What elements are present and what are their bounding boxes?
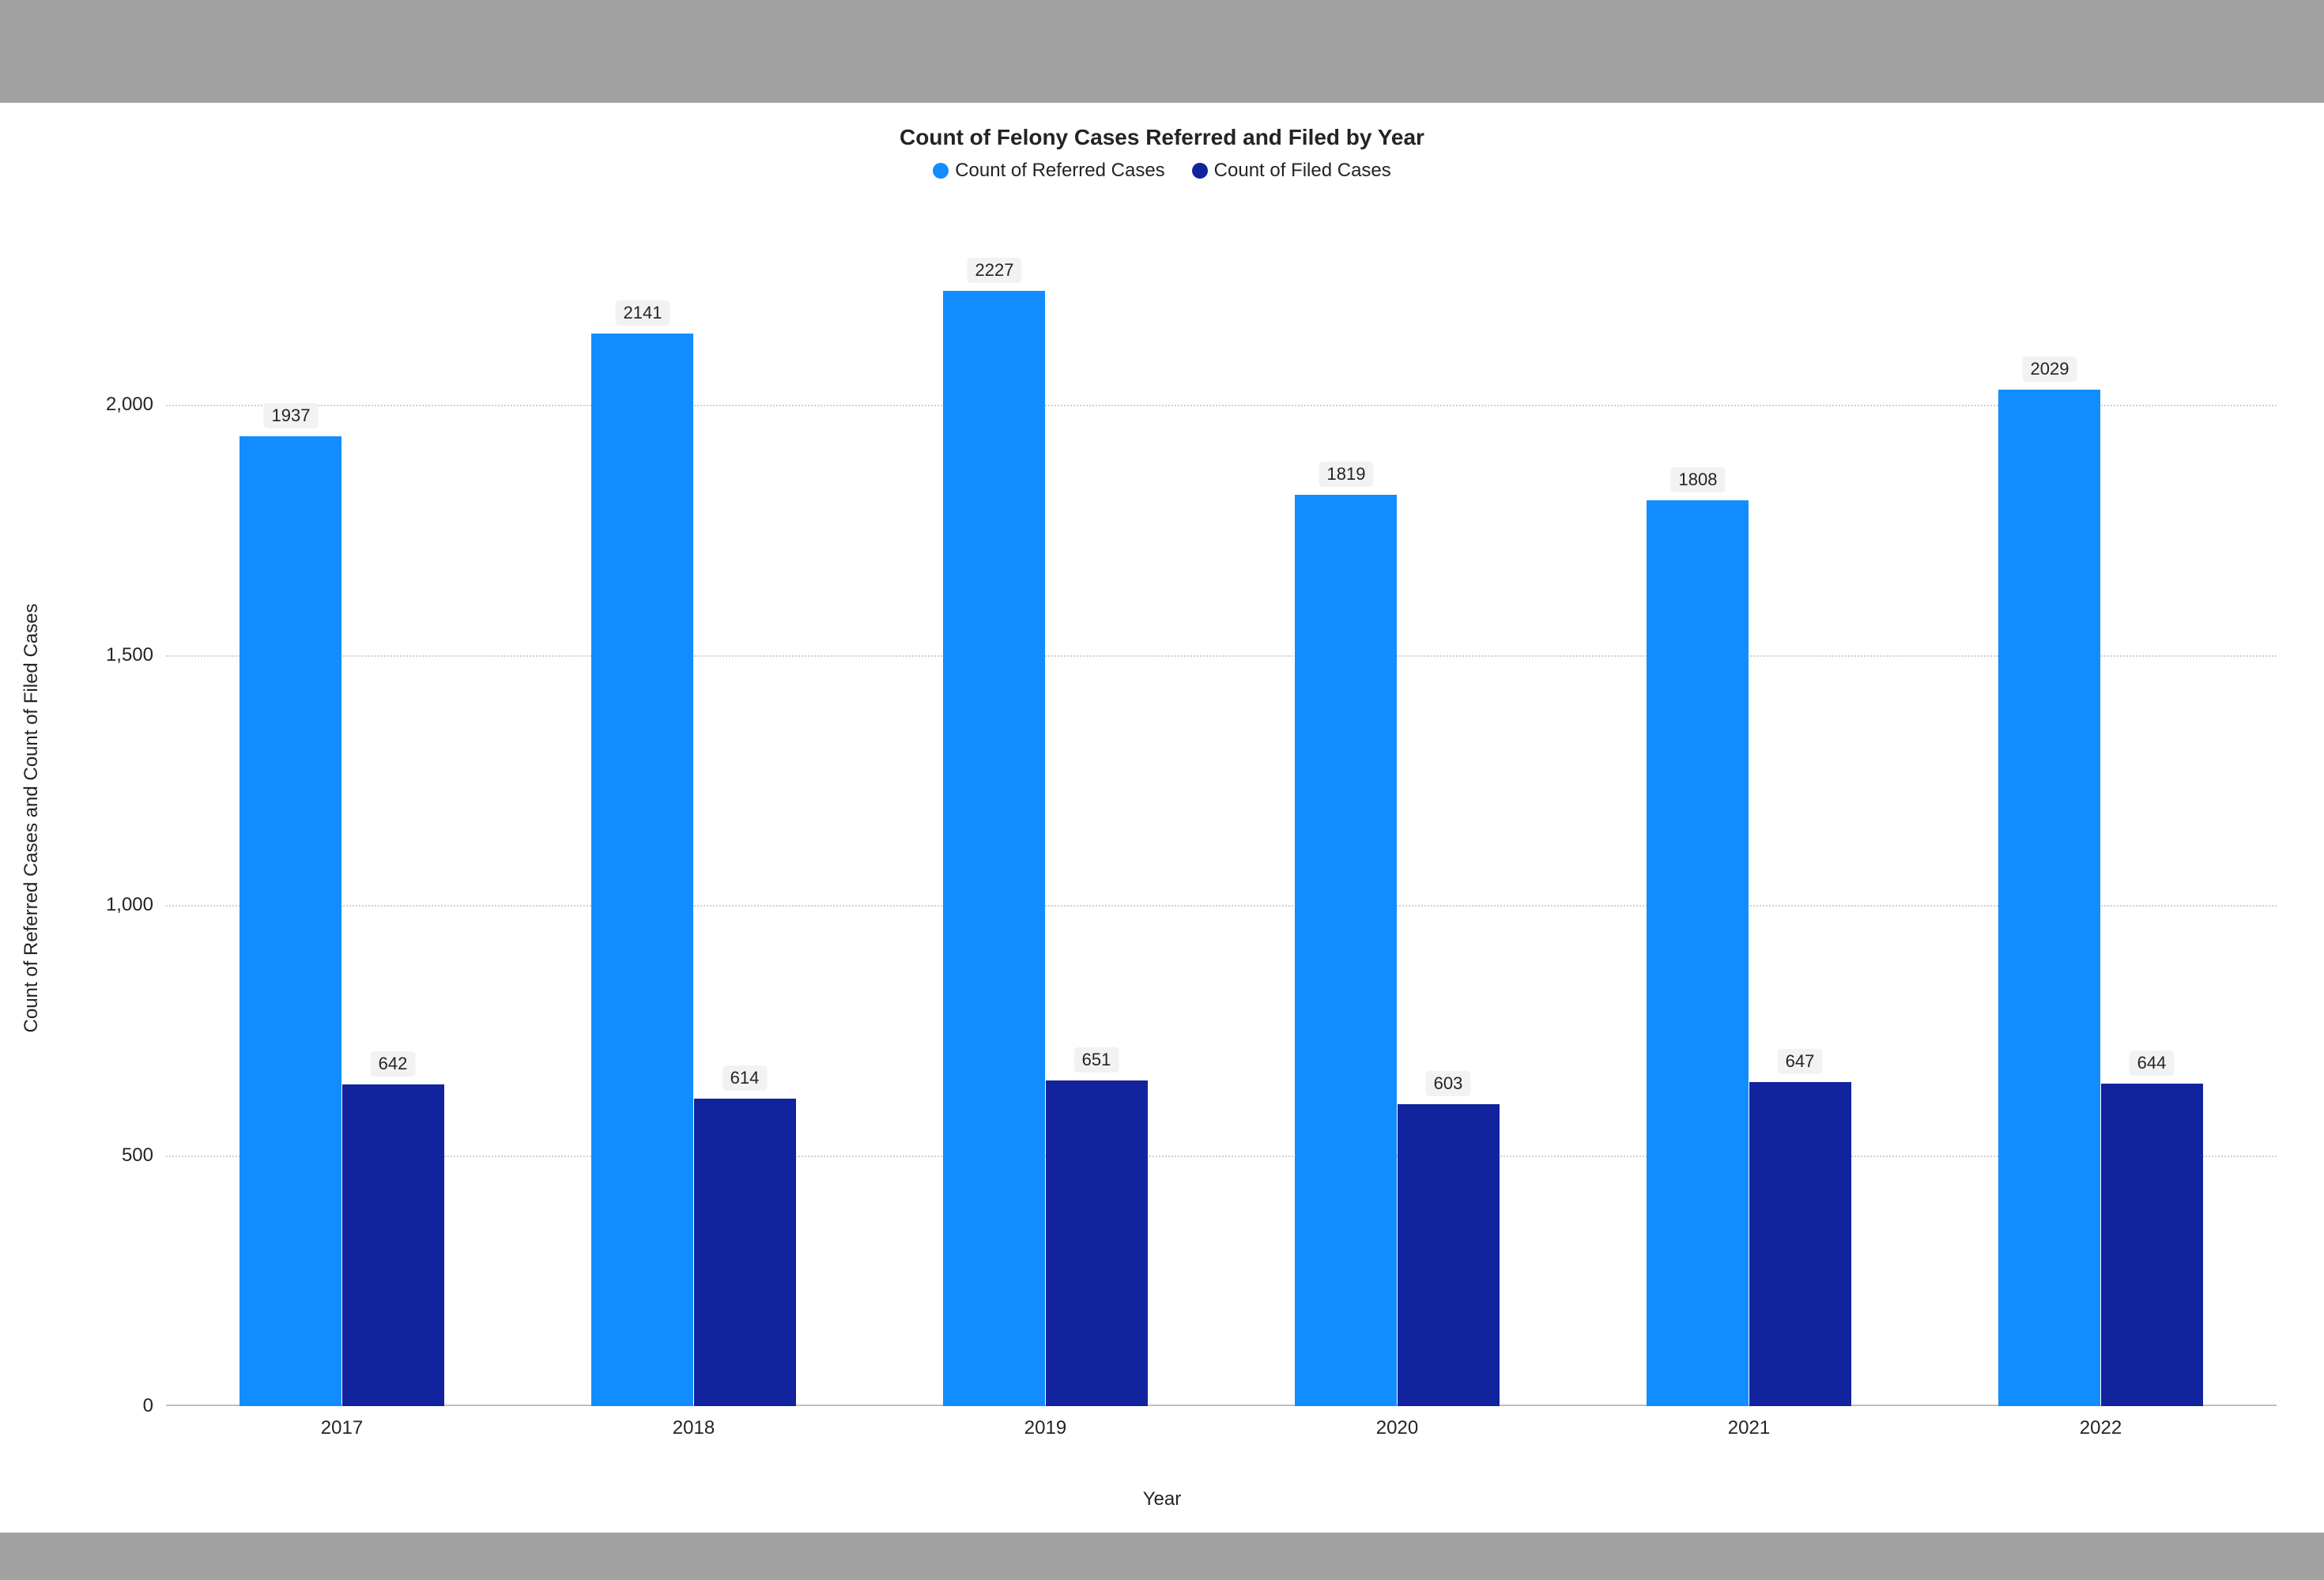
bar-value-label: 2227	[967, 258, 1021, 283]
x-tick-label: 2022	[2080, 1417, 2122, 1439]
y-tick-label: 2,000	[106, 394, 153, 416]
bar-filed[interactable]	[342, 1084, 444, 1406]
plot-area: 05001,0001,5002,000201719376422018214161…	[166, 229, 2277, 1406]
x-tick-label: 2018	[673, 1417, 715, 1439]
bar-value-label: 644	[2130, 1050, 2175, 1076]
bar-filed[interactable]	[2101, 1084, 2203, 1406]
bar-value-label: 642	[371, 1051, 416, 1077]
bar-value-label: 1808	[1670, 467, 1725, 492]
bar-referred[interactable]	[1295, 495, 1397, 1406]
legend-swatch-filed-icon	[1192, 163, 1208, 179]
gridline	[166, 405, 2277, 406]
x-tick-label: 2019	[1024, 1417, 1066, 1439]
gridline	[166, 905, 2277, 907]
bar-filed[interactable]	[1398, 1104, 1500, 1406]
bar-referred[interactable]	[591, 334, 693, 1406]
bar-filed[interactable]	[1046, 1080, 1148, 1406]
y-tick-label: 0	[143, 1395, 153, 1417]
chart-title: Count of Felony Cases Referred and Filed…	[0, 103, 2324, 150]
bottom-frame-bar	[0, 1533, 2324, 1580]
x-axis-line	[166, 1405, 2277, 1406]
bar-value-label: 2029	[2022, 356, 2077, 382]
legend-label-referred: Count of Referred Cases	[955, 160, 1164, 182]
x-tick-label: 2021	[1728, 1417, 1770, 1439]
x-tick-label: 2020	[1376, 1417, 1418, 1439]
bar-filed[interactable]	[1749, 1082, 1851, 1406]
y-tick-label: 1,000	[106, 894, 153, 916]
legend-item-filed[interactable]: Count of Filed Cases	[1192, 160, 1391, 182]
bar-value-label: 2141	[615, 300, 670, 326]
x-axis-label: Year	[1143, 1488, 1182, 1510]
bar-referred[interactable]	[1998, 390, 2100, 1406]
legend-item-referred[interactable]: Count of Referred Cases	[933, 160, 1164, 182]
bar-value-label: 1819	[1319, 462, 1373, 487]
bar-value-label: 614	[722, 1065, 768, 1091]
bar-filed[interactable]	[694, 1099, 796, 1406]
top-frame-bar	[0, 0, 2324, 103]
bar-value-label: 1937	[263, 403, 318, 428]
bar-referred[interactable]	[1647, 500, 1749, 1406]
gridline	[166, 655, 2277, 657]
x-tick-label: 2017	[321, 1417, 363, 1439]
chart-panel: Count of Felony Cases Referred and Filed…	[0, 103, 2324, 1533]
bar-referred[interactable]	[240, 436, 341, 1406]
bar-value-label: 647	[1778, 1049, 1823, 1074]
legend-label-filed: Count of Filed Cases	[1214, 160, 1391, 182]
bar-value-label: 603	[1426, 1071, 1471, 1096]
bar-value-label: 651	[1074, 1047, 1119, 1073]
gridline	[166, 1156, 2277, 1157]
plot-wrap: 0 500 1,000 1,500 2,000 2017 1937 642 2018 2141 61…	[71, 229, 2284, 1454]
bar-referred[interactable]	[943, 291, 1045, 1406]
y-tick-label: 1,500	[106, 644, 153, 666]
legend-swatch-referred-icon	[933, 163, 949, 179]
chart-legend: Count of Referred Cases Count of Filed C…	[0, 160, 2324, 182]
page-root: Count of Felony Cases Referred and Filed…	[0, 0, 2324, 1580]
y-axis-label: Count of Referred Cases and Count of Fil…	[21, 603, 43, 1032]
y-tick-label: 500	[122, 1144, 153, 1167]
